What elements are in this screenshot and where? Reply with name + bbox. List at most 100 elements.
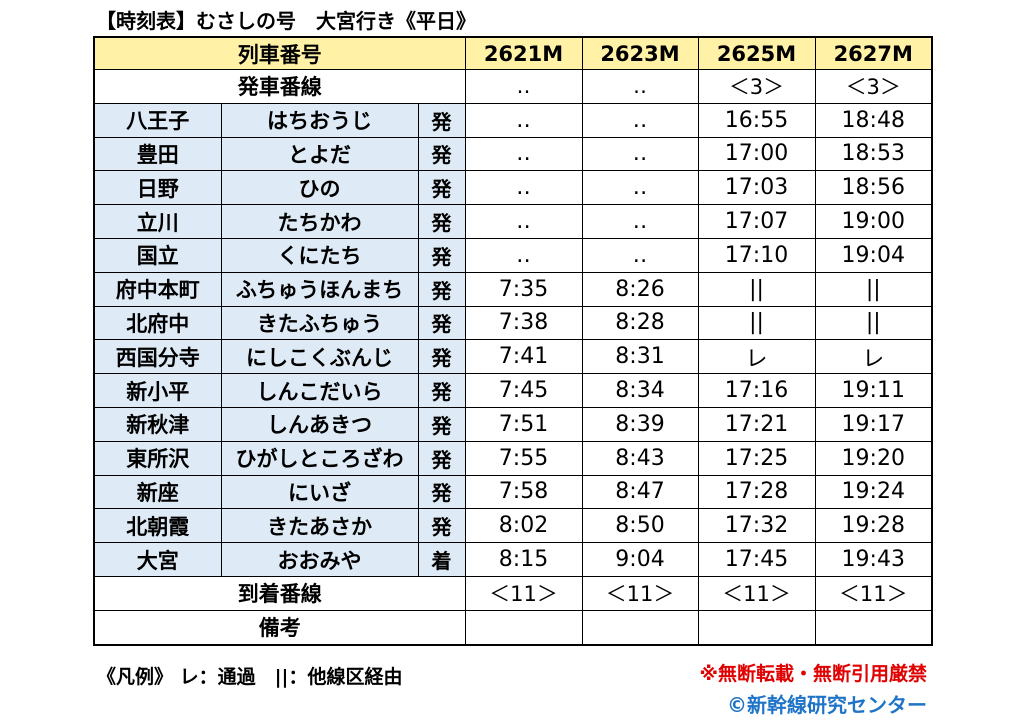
station-name: 新座 [93, 474, 222, 510]
time-cell: 7:41 [464, 339, 583, 375]
time-cell: 16:55 [697, 102, 816, 138]
station-kana: ふちゅうほんまち [220, 271, 419, 307]
time-cell: 19:11 [814, 373, 933, 408]
time-cell: 7:45 [464, 373, 583, 408]
arrival-platform-value: ＜11＞ [814, 575, 933, 611]
time-cell: 17:03 [697, 170, 816, 206]
time-cell: ‥ [581, 170, 699, 206]
time-cell: 7:55 [464, 440, 583, 476]
station-name: 国立 [93, 237, 222, 273]
station-row: 日野 ひの発 ‥ ‥ 17:03 18:56 [93, 170, 933, 206]
station-kana: ひの [220, 170, 419, 206]
time-cell: ‥ [581, 237, 699, 273]
credit: ©新幹線研究センター [727, 693, 927, 717]
stop-type: 発 [417, 474, 466, 510]
time-cell: 7:35 [464, 271, 583, 307]
station-kana: くにたち [220, 237, 419, 273]
station-name: 新秋津 [93, 406, 222, 442]
time-cell: || [814, 305, 933, 341]
station-row: 新座 にいざ発 7:58 8:47 17:28 19:24 [93, 474, 933, 510]
time-cell: 8:50 [581, 508, 699, 544]
departure-platform-value: ＜3＞ [697, 69, 816, 104]
remarks-value [464, 609, 583, 646]
station-kana: ひがしところざわ [220, 440, 419, 476]
stop-type: 発 [417, 305, 466, 341]
time-cell: ‥ [464, 204, 583, 239]
station-kana: にいざ [220, 474, 419, 510]
time-cell: ‥ [464, 170, 583, 206]
station-name: 新小平 [93, 373, 222, 408]
time-cell: 8:26 [581, 271, 699, 307]
station-name: 西国分寺 [93, 339, 222, 375]
station-row: 大宮 おおみや着 8:15 9:04 17:45 19:43 [93, 542, 933, 577]
train-number: 2625M [697, 36, 816, 70]
station-row: 西国分寺 にしこくぶんじ発 7:41 8:31 レレ [93, 339, 933, 375]
station-kana: しんこだいら [220, 373, 419, 408]
time-cell: || [697, 305, 816, 341]
time-cell: 19:43 [814, 542, 933, 577]
time-cell: 17:45 [697, 542, 816, 577]
station-name: 立川 [93, 204, 222, 239]
station-kana: はちおうじ [220, 102, 419, 138]
stop-type: 発 [417, 136, 466, 172]
time-cell: 19:00 [814, 204, 933, 239]
time-cell: 8:15 [464, 542, 583, 577]
stop-type: 発 [417, 373, 466, 408]
station-name: 北朝霞 [93, 508, 222, 544]
time-cell: 19:04 [814, 237, 933, 273]
time-cell: 8:28 [581, 305, 699, 341]
arrival-platform-value: ＜11＞ [464, 575, 583, 611]
time-cell: 7:51 [464, 406, 583, 442]
time-cell: 19:28 [814, 508, 933, 544]
time-cell: 8:02 [464, 508, 583, 544]
station-kana: きたふちゅう [220, 305, 419, 341]
stop-type: 発 [417, 102, 466, 138]
train-number: 2623M [581, 36, 699, 70]
stop-type: 発 [417, 237, 466, 273]
page-title: 【時刻表】むさしの号 大宮行き《平日》 [96, 9, 476, 33]
time-cell: ‥ [581, 102, 699, 138]
time-cell: 17:00 [697, 136, 816, 172]
arrival-platform-value: ＜11＞ [581, 575, 699, 611]
departure-platform-value: ＜3＞ [814, 69, 933, 104]
time-cell: 19:17 [814, 406, 933, 442]
time-cell: レ [697, 339, 816, 375]
time-cell: 7:38 [464, 305, 583, 341]
time-cell: ‥ [464, 102, 583, 138]
station-row: 新秋津 しんあきつ発 7:51 8:39 17:21 19:17 [93, 406, 933, 442]
time-cell: ‥ [581, 136, 699, 172]
station-row: 立川 たちかわ発 ‥ ‥ 17:07 19:00 [93, 204, 933, 239]
station-name: 八王子 [93, 102, 222, 138]
station-kana: とよだ [220, 136, 419, 172]
stop-type: 発 [417, 508, 466, 544]
station-kana: にしこくぶんじ [220, 339, 419, 375]
departure-platform-row: 発車番線 ‥ ‥ ＜3＞ ＜3＞ [93, 69, 933, 104]
departure-platform-value: ‥ [464, 69, 583, 104]
remarks-value [581, 609, 699, 646]
time-cell: 7:58 [464, 474, 583, 510]
time-cell: 9:04 [581, 542, 699, 577]
stop-type: 発 [417, 271, 466, 307]
time-cell: 18:53 [814, 136, 933, 172]
remarks-label: 備考 [93, 609, 466, 646]
stop-type: 発 [417, 406, 466, 442]
station-row: 国立 くにたち発 ‥ ‥ 17:10 19:04 [93, 237, 933, 273]
station-kana: しんあきつ [220, 406, 419, 442]
time-cell: ‥ [464, 237, 583, 273]
time-cell: 8:31 [581, 339, 699, 375]
time-cell: 17:28 [697, 474, 816, 510]
station-name: 大宮 [93, 542, 222, 577]
legend: 《凡例》 レ：通過 ||：他線区経由 [97, 666, 403, 688]
departure-platform-value: ‥ [581, 69, 699, 104]
time-cell: レ [814, 339, 933, 375]
stop-type: 発 [417, 204, 466, 239]
station-row: 東所沢 ひがしところざわ発 7:55 8:43 17:25 19:20 [93, 440, 933, 476]
time-cell: ‥ [581, 204, 699, 239]
train-number: 2627M [814, 36, 933, 70]
train-number: 2621M [464, 36, 583, 70]
time-cell: ‥ [464, 136, 583, 172]
time-cell: 8:43 [581, 440, 699, 476]
station-name: 東所沢 [93, 440, 222, 476]
station-name: 府中本町 [93, 271, 222, 307]
time-cell: 18:56 [814, 170, 933, 206]
